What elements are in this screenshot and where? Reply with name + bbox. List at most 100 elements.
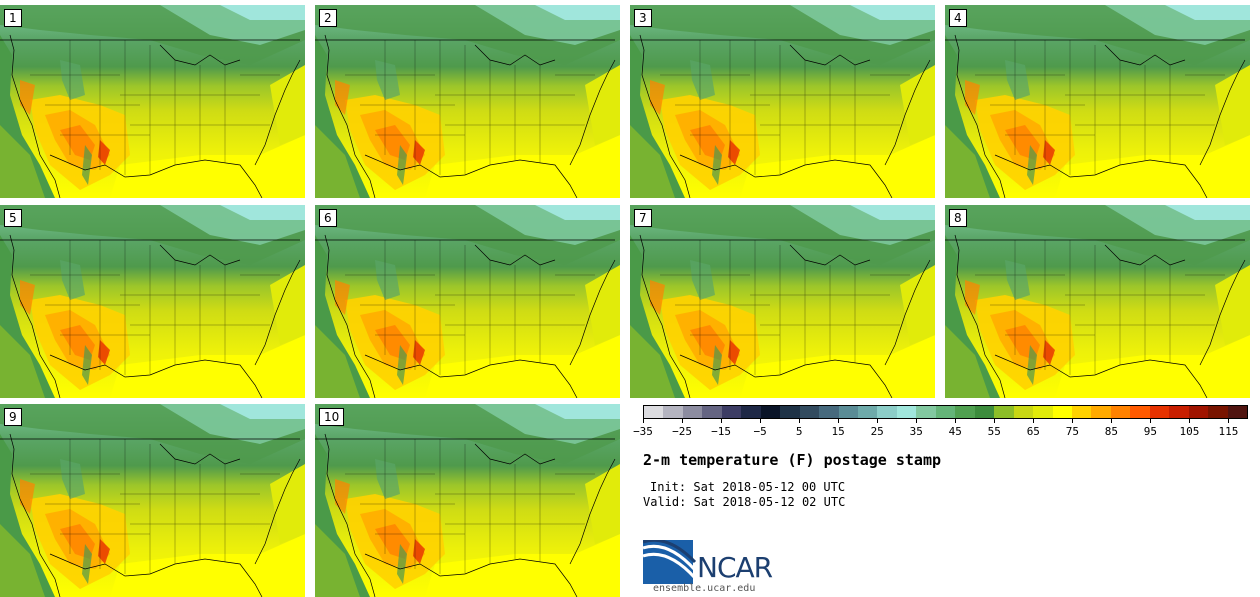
colorbar-segment [994,406,1014,418]
colorbar-tick [838,419,840,423]
colorbar-segment [935,406,956,418]
colorbar-tick [1150,419,1152,423]
colorbar-tick [1189,419,1191,423]
colorbar-tick [877,419,879,423]
colorbar-segment [1033,406,1053,418]
colorbar-ticks: −35 −25 −15 −5 5 15 25 35 45 55 65 75 85 95 105 115 [633,419,1248,439]
colorbar [643,405,1248,419]
colorbar-segment [857,406,878,418]
member-number: 9 [4,408,22,426]
colorbar-tick-label: 85 [1104,425,1118,438]
colorbar-tick-label: −5 [753,425,767,438]
init-time: Init: Sat 2018-05-12 00 UTC [650,480,846,494]
member-panel-3: 3 [630,5,935,198]
temperature-map-1 [0,5,305,198]
colorbar-segment [1188,406,1209,418]
member-panel-1: 1 [0,5,305,198]
member-panel-9: 9 [0,404,305,597]
member-number: 6 [319,209,337,227]
colorbar-segment [1227,406,1248,418]
member-number: 7 [634,209,652,227]
colorbar-tick-label: −35 [633,425,653,438]
colorbar-segment [663,406,683,418]
colorbar-segment [741,406,761,418]
ncar-logo-icon [643,540,697,584]
colorbar-segment [1110,406,1131,418]
colorbar-segment [1208,406,1228,418]
member-panel-8: 8 [945,205,1250,398]
colorbar-tick-label: 25 [870,425,884,438]
colorbar-tick-label: 105 [1179,425,1200,438]
colorbar-tick-label: 15 [831,425,845,438]
colorbar-segment [702,406,722,418]
colorbar-segment [1130,406,1150,418]
colorbar-segment [721,406,742,418]
member-number: 8 [949,209,967,227]
member-panel-4: 4 [945,5,1250,198]
colorbar-tick-label: −15 [711,425,731,438]
colorbar-segment [896,406,917,418]
colorbar-segment [1013,406,1034,418]
colorbar-tick [682,419,684,423]
colorbar-tick-label: 55 [987,425,1001,438]
colorbar-tick [955,419,957,423]
member-panel-7: 7 [630,205,935,398]
colorbar-tick-label: 35 [909,425,923,438]
temperature-map-6 [315,205,620,398]
site-url: ensemble.ucar.edu [653,583,756,594]
colorbar-segment [760,406,781,418]
colorbar-tick-label: −25 [672,425,692,438]
colorbar-segment [799,406,820,418]
temperature-map-8 [945,205,1250,398]
temperature-map-4 [945,5,1250,198]
colorbar-tick [1228,419,1230,423]
colorbar-segment [780,406,800,418]
member-panel-5: 5 [0,205,305,398]
colorbar-tick-label: 75 [1065,425,1079,438]
colorbar-tick [1033,419,1035,423]
colorbar-segment [682,406,703,418]
colorbar-segment [955,406,975,418]
temperature-map-7 [630,205,935,398]
colorbar-tick [916,419,918,423]
member-number: 10 [319,408,345,426]
colorbar-tick-label: 65 [1026,425,1040,438]
colorbar-tick-label: 115 [1218,425,1239,438]
member-number: 5 [4,209,22,227]
member-number: 1 [4,9,22,27]
colorbar-tick [1111,419,1113,423]
colorbar-segment [916,406,936,418]
colorbar-tick [760,419,762,423]
colorbar-segment [819,406,839,418]
member-panel-2: 2 [315,5,620,198]
temperature-map-9 [0,404,305,597]
temperature-map-10 [315,404,620,597]
valid-time: Valid: Sat 2018-05-12 02 UTC [643,495,846,509]
member-number: 2 [319,9,337,27]
colorbar-tick [1072,419,1074,423]
colorbar-segment [1052,406,1072,418]
colorbar-tick [721,419,723,423]
colorbar-segment [974,406,995,418]
colorbar-segment [838,406,858,418]
colorbar-segment [1071,406,1092,418]
logo-wordmark: NCAR [697,551,773,584]
colorbar-tick-label: 45 [948,425,962,438]
member-panel-10: 10 [315,404,620,597]
colorbar-tick-label: 95 [1143,425,1158,438]
colorbar-segment [1091,406,1111,418]
colorbar-tick-label: 5 [795,425,803,438]
colorbar-segment [644,406,664,418]
member-panel-6: 6 [315,205,620,398]
temperature-map-5 [0,205,305,398]
member-number: 3 [634,9,652,27]
colorbar-tick [994,419,996,423]
temperature-map-3 [630,5,935,198]
colorbar-segment [877,406,897,418]
colorbar-segment [1149,406,1170,418]
figure-title: 2-m temperature (F) postage stamp [643,451,942,469]
member-number: 4 [949,9,967,27]
temperature-map-2 [315,5,620,198]
colorbar-tick [643,419,644,423]
colorbar-tick [799,419,801,423]
